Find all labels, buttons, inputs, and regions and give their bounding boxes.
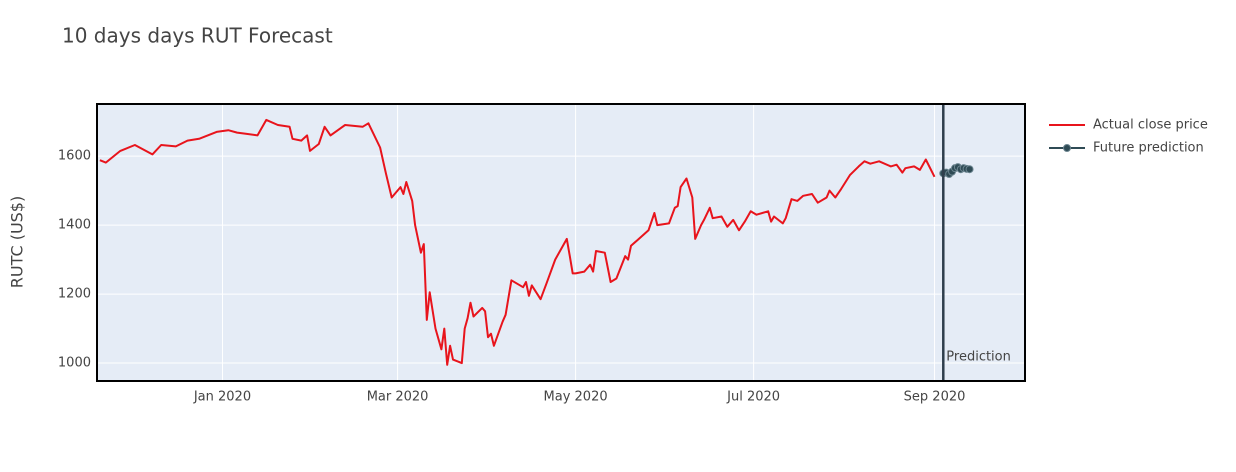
x-tick-label: Jul 2020 (726, 390, 780, 405)
x-tick-label: Mar 2020 (367, 390, 429, 405)
y-axis-label: RUTC (US$) (8, 196, 27, 288)
plot-area (97, 104, 1025, 381)
chart-title: 10 days days RUT Forecast (62, 24, 333, 48)
legend-label: Future prediction (1093, 141, 1204, 156)
annotation: Prediction (946, 350, 1011, 365)
x-tick-label: Sep 2020 (904, 390, 966, 405)
legend-label: Actual close price (1093, 118, 1208, 133)
plot-border (96, 103, 1026, 382)
y-tick-label: 1600 (58, 149, 91, 164)
y-tick-label: 1000 (58, 356, 91, 371)
series-marker (965, 165, 974, 174)
legend-marker (1063, 144, 1071, 152)
y-tick-label: 1200 (58, 287, 91, 302)
series-line (99, 118, 936, 366)
x-tick-label: Jan 2020 (193, 390, 251, 405)
y-tick-label: 1400 (58, 218, 91, 233)
x-tick-label: May 2020 (544, 390, 608, 405)
